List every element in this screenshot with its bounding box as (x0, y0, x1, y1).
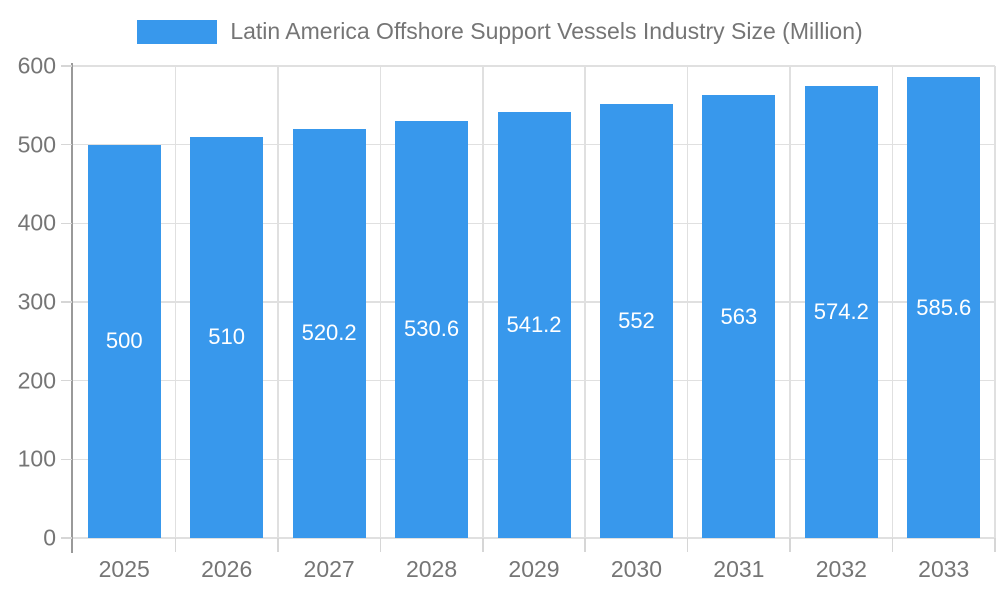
v-gridline (584, 66, 586, 538)
x-tick-mark (277, 538, 279, 552)
bar-2032[interactable]: 574.2 (804, 86, 878, 538)
bar-value-label: 530.6 (404, 316, 460, 342)
bar-2028[interactable]: 530.6 (395, 120, 469, 538)
x-axis-tick-label: 2029 (508, 556, 560, 582)
y-tick-mark (61, 379, 72, 382)
x-tick-mark (789, 538, 791, 552)
bar-2027[interactable]: 520.2 (292, 128, 366, 538)
y-axis-tick-label: 400 (17, 209, 56, 236)
y-tick-mark (61, 537, 72, 539)
bar-2033[interactable]: 585.6 (907, 77, 981, 538)
v-gridline (277, 66, 279, 538)
y-tick-mark (61, 301, 72, 303)
x-axis-tick-label: 2025 (98, 556, 150, 582)
x-axis-tick-label: 2031 (713, 556, 765, 582)
bar-value-label: 520.2 (301, 320, 357, 346)
bar-value-label: 510 (208, 324, 246, 350)
bar-value-label: 500 (105, 328, 143, 354)
x-axis-tick-label: 2033 (918, 556, 970, 582)
y-tick-mark (61, 222, 72, 225)
x-tick-mark (994, 538, 996, 552)
bar-2026[interactable]: 510 (190, 136, 264, 538)
y-axis-labels: 0 100 200 300 400 500 600 (0, 53, 56, 551)
v-gridline (891, 66, 894, 538)
legend: Latin America Offshore Support Vessels I… (0, 18, 1000, 45)
x-axis-tick-label: 2028 (405, 556, 458, 582)
legend-swatch-icon (137, 19, 218, 44)
x-axis-labels: 2025 2026 2027 2028 2029 2030 2031 2032 2033 (73, 556, 995, 588)
y-tick-mark (61, 458, 72, 461)
legend-item[interactable]: Latin America Offshore Support Vessels I… (137, 18, 863, 45)
bar-2025[interactable]: 500 (87, 144, 161, 538)
x-tick-mark (174, 538, 177, 552)
v-gridline (994, 66, 996, 538)
v-gridline (379, 66, 382, 538)
bar-2030[interactable]: 552 (599, 103, 673, 538)
y-axis-tick-label: 500 (17, 131, 56, 158)
h-gridline (73, 65, 995, 67)
legend-label: Latin America Offshore Support Vessels I… (230, 18, 863, 44)
x-axis-tick-label: 2032 (815, 556, 867, 582)
v-gridline (686, 66, 689, 538)
v-gridline (789, 66, 791, 538)
bar-value-label: 563 (720, 303, 758, 329)
v-gridline (482, 66, 484, 538)
plot-area: 500 510 520.2 530.6 541.2 552 563 574.2 585.6 (73, 65, 996, 539)
x-axis-tick-label: 2026 (201, 556, 253, 582)
x-tick-mark (891, 538, 894, 552)
y-axis-tick-label: 0 (43, 524, 56, 551)
y-axis-tick-label: 600 (17, 52, 56, 79)
v-gridline (174, 66, 177, 538)
y-tick-mark (61, 65, 72, 67)
bar-value-label: 585.6 (916, 294, 972, 320)
x-tick-mark (379, 538, 382, 552)
y-tick-mark (61, 143, 72, 146)
x-tick-mark (686, 538, 689, 552)
y-axis-tick-label: 200 (17, 367, 56, 394)
bar-2031[interactable]: 563 (702, 95, 776, 538)
x-axis-tick-label: 2027 (303, 556, 355, 582)
y-axis-tick-label: 100 (17, 445, 56, 472)
bar-value-label: 574.2 (813, 299, 869, 325)
x-tick-mark (482, 538, 484, 552)
h-gridline (73, 537, 995, 539)
bar-value-label: 541.2 (506, 312, 562, 338)
y-axis-line (71, 63, 73, 553)
bar-value-label: 552 (618, 307, 655, 333)
y-axis-tick-label: 300 (17, 288, 56, 315)
x-axis-tick-label: 2030 (610, 556, 663, 582)
bar-2029[interactable]: 541.2 (497, 112, 571, 538)
x-tick-mark (584, 538, 586, 552)
